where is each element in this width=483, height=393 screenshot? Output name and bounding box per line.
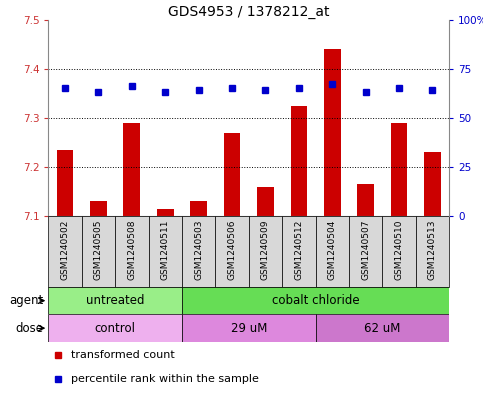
Text: GSM1240510: GSM1240510 [395,220,404,280]
Bar [124,123,140,216]
Text: GSM1240513: GSM1240513 [428,220,437,280]
FancyBboxPatch shape [249,216,282,287]
Text: 62 uM: 62 uM [364,321,400,335]
Title: GDS4953 / 1378212_at: GDS4953 / 1378212_at [168,5,329,18]
FancyBboxPatch shape [215,216,249,287]
Text: GSM1240508: GSM1240508 [128,220,136,280]
FancyBboxPatch shape [182,287,449,314]
Bar [324,49,341,216]
Bar [391,123,408,216]
Text: transformed count: transformed count [71,350,175,360]
FancyBboxPatch shape [115,216,149,287]
Bar [224,132,241,216]
Bar [290,106,307,216]
Text: GSM1240507: GSM1240507 [361,220,370,280]
FancyBboxPatch shape [315,314,449,342]
Bar [257,187,274,216]
Bar [90,201,107,216]
Text: GSM1240503: GSM1240503 [194,220,203,280]
Text: GSM1240502: GSM1240502 [60,220,70,280]
FancyBboxPatch shape [182,314,315,342]
Text: GSM1240506: GSM1240506 [227,220,237,280]
Text: dose: dose [15,321,43,335]
Bar [357,184,374,216]
Text: GSM1240511: GSM1240511 [161,220,170,280]
FancyBboxPatch shape [48,287,182,314]
Text: control: control [95,321,136,335]
Text: untreated: untreated [86,294,144,307]
Text: cobalt chloride: cobalt chloride [272,294,359,307]
Text: percentile rank within the sample: percentile rank within the sample [71,374,259,384]
FancyBboxPatch shape [48,216,82,287]
Text: GSM1240504: GSM1240504 [328,220,337,280]
Text: 29 uM: 29 uM [230,321,267,335]
FancyBboxPatch shape [48,314,182,342]
Text: agent: agent [9,294,43,307]
FancyBboxPatch shape [383,216,416,287]
FancyBboxPatch shape [315,216,349,287]
FancyBboxPatch shape [149,216,182,287]
Text: GSM1240512: GSM1240512 [294,220,303,280]
Bar [190,201,207,216]
Text: GSM1240509: GSM1240509 [261,220,270,280]
Bar [424,152,441,216]
Bar [57,150,73,216]
Bar [157,209,173,216]
FancyBboxPatch shape [416,216,449,287]
FancyBboxPatch shape [349,216,383,287]
FancyBboxPatch shape [82,216,115,287]
FancyBboxPatch shape [182,216,215,287]
Text: GSM1240505: GSM1240505 [94,220,103,280]
FancyBboxPatch shape [282,216,315,287]
